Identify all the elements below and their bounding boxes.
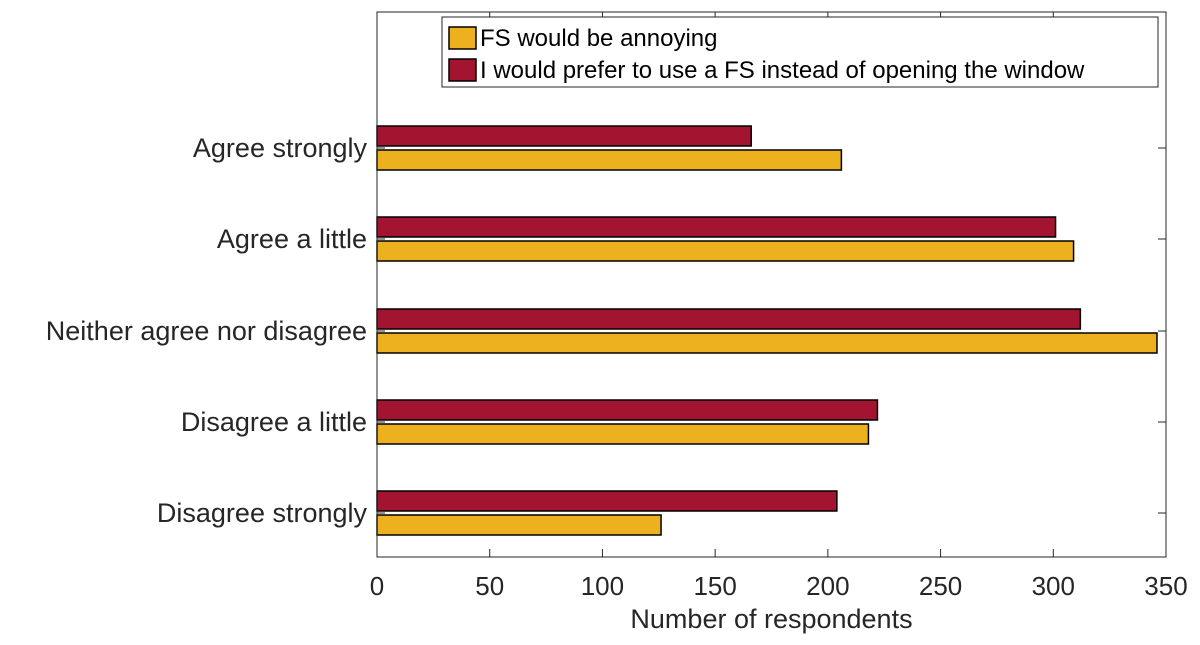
bar-prefer-fs-4 xyxy=(376,490,838,512)
x-tick-label-6: 300 xyxy=(1032,571,1075,601)
category-label-0: Agree strongly xyxy=(193,133,368,163)
bar-annoying-1 xyxy=(376,240,1075,262)
legend: FS would be annoying I would prefer to us… xyxy=(441,16,1159,88)
bar-annoying-2 xyxy=(376,332,1158,354)
x-tick-label-7: 350 xyxy=(1144,571,1187,601)
legend-swatch-1 xyxy=(448,58,477,82)
bar-prefer-fs-0 xyxy=(376,125,752,147)
legend-box xyxy=(441,16,1159,88)
legend-label-1: I would prefer to use a FS instead of op… xyxy=(480,57,1085,84)
x-tick-label-4: 200 xyxy=(806,571,849,601)
bar-prefer-fs-2 xyxy=(376,308,1082,330)
bar-annoying-4 xyxy=(376,514,662,536)
x-tick-label-0: 0 xyxy=(370,571,384,601)
plot-frame xyxy=(376,11,1167,558)
x-axis-label: Number of respondents xyxy=(630,604,912,634)
category-label-4: Disagree strongly xyxy=(157,498,368,528)
bar-annoying-3 xyxy=(376,423,870,445)
x-tick-label-5: 250 xyxy=(919,571,962,601)
category-label-2: Neither agree nor disagree xyxy=(46,316,367,346)
x-tick-label-2: 100 xyxy=(581,571,624,601)
x-tick-label-3: 150 xyxy=(693,571,736,601)
bars-group xyxy=(376,125,1158,536)
x-tick-label-1: 50 xyxy=(475,571,504,601)
bar-annoying-0 xyxy=(376,149,843,171)
ticks-group: 0 50 100 150 200 250 300 350 xyxy=(370,12,1188,601)
legend-label-0: FS would be annoying xyxy=(480,25,718,52)
category-label-3: Disagree a little xyxy=(181,407,367,437)
bar-prefer-fs-1 xyxy=(376,216,1057,238)
category-labels-group: Agree strongly Agree a little Neither agre… xyxy=(46,133,1166,528)
category-label-1: Agree a little xyxy=(217,224,367,254)
bar-prefer-fs-3 xyxy=(376,399,879,421)
axes-group xyxy=(376,11,1167,558)
legend-swatch-0 xyxy=(448,26,477,50)
